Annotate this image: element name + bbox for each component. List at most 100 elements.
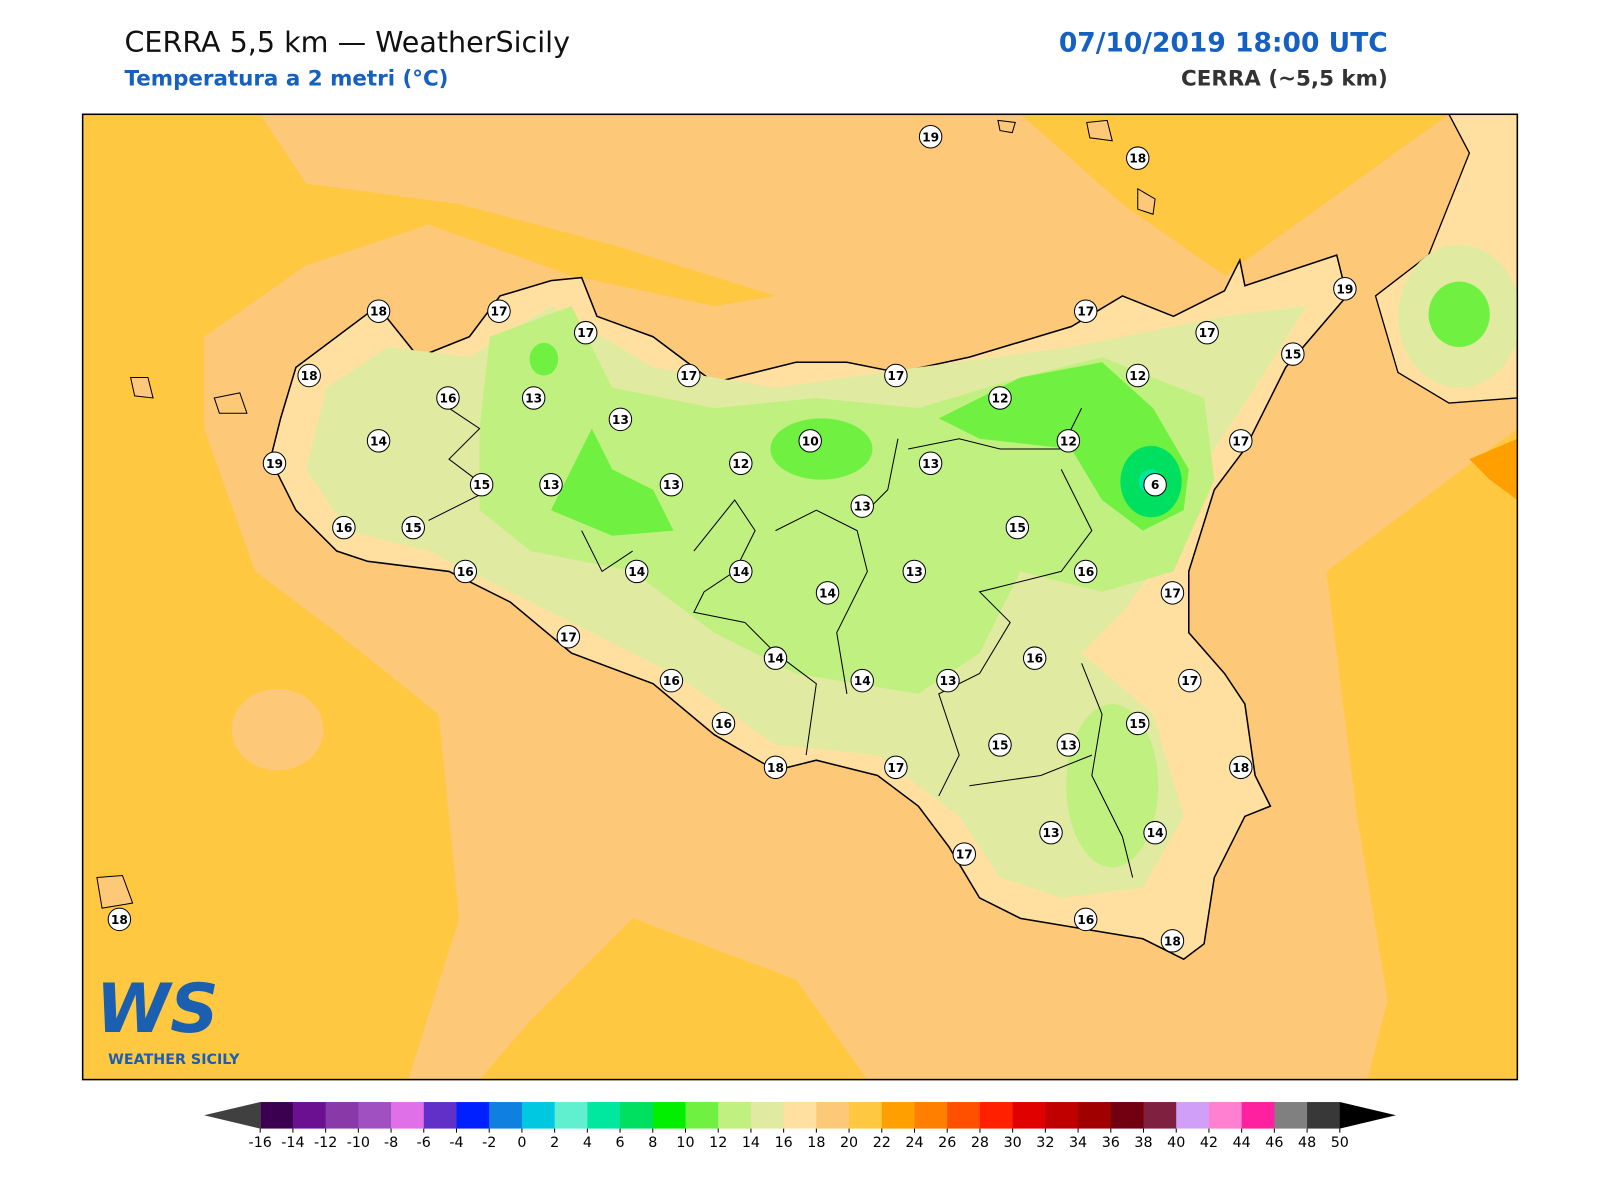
station-marker [884, 755, 908, 780]
logo-name: WEATHER SICILY [108, 1052, 240, 1068]
colorbar-over [1339, 1102, 1396, 1129]
station-marker [936, 668, 960, 693]
station-marker [1281, 342, 1305, 366]
station-marker [1333, 277, 1357, 301]
station-marker [1126, 711, 1150, 736]
station-marker [401, 515, 425, 540]
station-value: 14 [819, 586, 836, 600]
station-marker [798, 429, 822, 453]
cool-area [1428, 281, 1490, 347]
colorbar-segment [979, 1102, 1014, 1129]
colorbar-segment [489, 1102, 523, 1129]
colorbar-tick-label: -10 [347, 1135, 370, 1151]
colorbar-tick-label: 0 [517, 1135, 526, 1151]
colorbar-segment [554, 1102, 588, 1129]
station-value: 17 [680, 369, 697, 383]
colorbar-tick-label: 34 [1069, 1135, 1087, 1151]
station-value: 14 [1147, 826, 1164, 840]
station-marker [107, 907, 132, 932]
colorbar-segment [1307, 1102, 1341, 1129]
station-marker [1126, 363, 1150, 388]
station-value: 18 [301, 369, 318, 383]
station-value: 13 [525, 391, 542, 405]
colorbar-tick-label: 12 [709, 1135, 727, 1151]
station-value: 15 [991, 738, 1008, 752]
station-marker [436, 386, 460, 410]
colorbar-tick-label: 24 [905, 1135, 923, 1151]
colorbar-tick-label: 14 [742, 1135, 760, 1151]
colorbar-segment [783, 1102, 817, 1129]
colorbar-segment [260, 1102, 294, 1129]
station-marker [625, 559, 649, 584]
colorbar-tick-label: 48 [1298, 1135, 1316, 1151]
colorbar-tick-label: 10 [676, 1135, 694, 1151]
colorbar-tick-label: 32 [1036, 1135, 1054, 1151]
station-value: 18 [111, 913, 128, 927]
colorbar-tick-label: 46 [1265, 1135, 1283, 1151]
station-marker [677, 363, 701, 388]
station-marker [1073, 559, 1098, 584]
station-value: 15 [473, 478, 490, 492]
logo-mark: WS [96, 969, 219, 1048]
station-marker [1229, 429, 1253, 453]
station-value: 14 [628, 565, 645, 579]
station-marker [573, 320, 598, 345]
temperature-field [82, 114, 1518, 1080]
station-marker [1073, 907, 1098, 932]
colorbar-tick-label: 6 [616, 1135, 625, 1151]
station-value: 18 [1129, 152, 1146, 166]
stations: 19 18 18 17 17 17 19 17 15 18 17 17 12 16 13 12 13 14 10 12… [107, 125, 1357, 953]
colorbar-segment [947, 1102, 981, 1129]
station-value: 13 [543, 478, 560, 492]
colorbar-tick-label: 50 [1331, 1135, 1349, 1151]
colorbar-tick-label: -14 [281, 1135, 304, 1151]
station-value: 12 [1060, 434, 1077, 448]
station-marker [1160, 581, 1185, 605]
station-marker [1005, 515, 1030, 540]
station-value: 15 [1009, 521, 1026, 535]
station-marker [297, 363, 321, 388]
station-value: 13 [922, 457, 939, 471]
colorbar-tick-label: -12 [314, 1135, 337, 1151]
logo: WS WEATHER SICILY [96, 969, 240, 1068]
colorbar-tick-label: -2 [482, 1135, 496, 1151]
colorbar-segment [325, 1102, 359, 1129]
station-value: 17 [1164, 586, 1181, 600]
station-value: 17 [1199, 326, 1216, 340]
station-value: 17 [1181, 674, 1198, 688]
colorbar-segment [423, 1102, 458, 1129]
colorbar-segment [1012, 1102, 1046, 1129]
station-marker [539, 472, 563, 497]
station-marker [729, 451, 753, 475]
station-value: 17 [577, 326, 594, 340]
colorbar-tick-label: 26 [938, 1135, 956, 1151]
station-marker [902, 559, 927, 584]
station-value: 13 [1043, 826, 1060, 840]
station-value: 12 [732, 457, 749, 471]
colorbar-segment [750, 1102, 785, 1129]
station-marker [659, 668, 684, 693]
model-label: CERRA (~5,5 km) [1181, 67, 1388, 92]
colorbar-tick-label: 28 [971, 1135, 989, 1151]
station-value: 17 [560, 630, 577, 644]
colorbar-tick-label: 4 [583, 1135, 592, 1151]
station-marker [453, 559, 478, 584]
colorbar-tick-label: 8 [648, 1135, 657, 1151]
station-marker [1056, 733, 1081, 757]
station-value: 16 [439, 391, 456, 405]
station-value: 19 [266, 457, 283, 471]
colorbar-segment [1078, 1102, 1112, 1129]
station-value: 14 [732, 565, 749, 579]
station-marker [262, 451, 287, 475]
colorbar-tick-label: 36 [1102, 1135, 1120, 1151]
colorbar-tick-label: -16 [249, 1135, 272, 1151]
colorbar-segment [1274, 1102, 1308, 1129]
colorbar-segment [718, 1102, 752, 1129]
station-value: 13 [612, 413, 629, 427]
colorbar-segment [1176, 1102, 1210, 1129]
station-value: 15 [1284, 348, 1301, 362]
cold-area [770, 418, 873, 480]
title: CERRA 5,5 km — WeatherSicily [124, 25, 570, 59]
station-value: 12 [991, 391, 1008, 405]
